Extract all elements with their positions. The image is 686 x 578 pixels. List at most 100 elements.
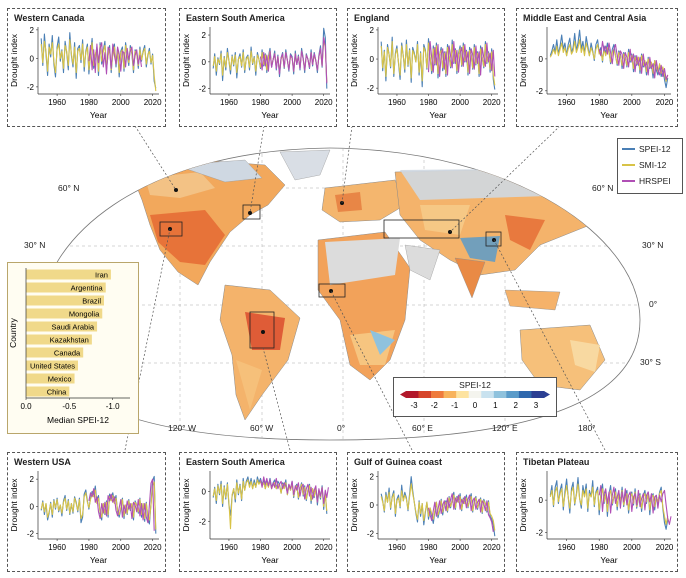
y-tick-label: -2: [199, 85, 207, 94]
legend-label: SPEI-12: [639, 144, 671, 154]
x-tick-label: 2020: [483, 98, 501, 107]
country-bar-label: Saudi Arabia: [52, 323, 95, 332]
x-tick-label: 2000: [112, 98, 130, 107]
country-bar-label: Mongolia: [69, 310, 100, 319]
y-tick-label: -2: [27, 83, 35, 92]
country-bar: [26, 334, 92, 345]
lat-label-left-60: 60° N: [58, 183, 80, 193]
country-median-chart: Iran Argentina Brazil Mongolia Saudi Arabia K…: [7, 262, 139, 434]
colorbar-arrow-low: [400, 391, 406, 398]
series-line-spei-12: [380, 36, 496, 90]
country-bar: [26, 347, 84, 358]
x-tick-label: 2000: [623, 98, 641, 107]
x-tick-label: 1980: [590, 98, 608, 107]
colorbar-cell: [418, 391, 432, 398]
y-tick-label: 2: [370, 26, 375, 35]
lon-label-120e: 120° E: [492, 423, 518, 433]
colorbar-cell: [443, 391, 457, 398]
y-tick-label: 0: [370, 501, 375, 510]
country-bar-label: Iran: [95, 271, 108, 280]
colorbar-cell: [468, 391, 482, 398]
series-line-hrspei: [88, 42, 143, 75]
x-axis-label: Year: [261, 110, 278, 120]
x-tick-label: 1960: [220, 98, 238, 107]
series-line-hrspei: [259, 476, 329, 505]
y-tick-label: -2: [536, 529, 544, 538]
colorbar-cell: [431, 391, 444, 398]
y-tick-label: 2: [370, 473, 375, 482]
country-bar: [26, 360, 78, 371]
lat-label-left-30: 30° N: [24, 240, 46, 250]
x-tick-label: 1960: [388, 543, 406, 552]
y-axis-label: Drought index: [181, 33, 191, 87]
x-tick-label: 2020: [656, 98, 674, 107]
colorbar-tick-label: -2: [431, 401, 439, 410]
y-axis-label: Drought index: [9, 478, 19, 532]
y-tick-label: 0: [370, 55, 375, 64]
series-line-hrspei: [427, 41, 496, 78]
y-axis-label: Drought index: [9, 33, 19, 87]
x-axis-label: Year: [90, 110, 107, 120]
y-tick-label: -2: [27, 530, 35, 539]
x-tick-label: 0.0: [20, 402, 32, 411]
lat-label-right-60: 60° N: [592, 183, 614, 193]
panel-tibetan-plateau: Tibetan Plateau 0 -2 1960 1980 2000 2020 Year D…: [516, 452, 678, 572]
country-bar: [26, 386, 70, 397]
country-bar-label: Kazakhstan: [50, 336, 89, 345]
panel-gulf-of-guinea: Gulf of Guinea coast 2 0 -2 1960 1980 2000 202…: [347, 452, 505, 572]
lon-label-180: 180°: [578, 423, 596, 433]
lon-label-120w: 120° W: [168, 423, 196, 433]
lon-label-0: 0°: [337, 423, 346, 433]
timeseries-chart: 2 0 -2 1960 1980 2000 2020 Year Drought index: [181, 27, 333, 120]
series-line-hrspei: [259, 37, 328, 84]
lat-label-right-0: 0°: [649, 299, 658, 309]
series-line-smi-12: [380, 483, 496, 531]
series-line-spei-12: [380, 476, 496, 537]
x-tick-label: 1960: [48, 98, 66, 107]
y-axis-label: Drought index: [181, 478, 191, 532]
x-tick-label: 1980: [80, 543, 98, 552]
colorbar-cell: [518, 391, 532, 398]
panel-england: England 2 0 -2 1960 1980 2000 2020 Year Drought …: [347, 8, 505, 127]
country-bar: [26, 308, 103, 319]
x-tick-label: 2000: [283, 98, 301, 107]
x-axis-label: Year: [429, 110, 446, 120]
x-tick-label: 1980: [252, 543, 270, 552]
lat-label-right-30: 30° N: [642, 240, 664, 250]
x-tick-label: 1980: [420, 98, 438, 107]
x-axis-label: Year: [600, 110, 617, 120]
y-axis-label: Drought index: [518, 478, 528, 532]
country-bar: [26, 282, 106, 293]
colorbar-arrow-high: [544, 391, 550, 398]
country-bar: [26, 269, 111, 280]
panel-title: England: [354, 13, 390, 23]
x-tick-label: 2000: [451, 543, 469, 552]
country-bar-label: Brazil: [82, 297, 101, 306]
x-tick-label: 1960: [220, 543, 238, 552]
y-tick-label: -2: [367, 529, 375, 538]
legend-label: HRSPEI: [639, 176, 671, 186]
x-tick-label: 2020: [483, 543, 501, 552]
colorbar-tick-label: 1: [493, 401, 498, 410]
x-axis-label: Year: [90, 555, 107, 565]
legend-swatch: [622, 164, 635, 166]
y-axis-label: Drought index: [349, 33, 359, 87]
x-tick-label: 2020: [144, 98, 162, 107]
x-tick-label: 1980: [252, 98, 270, 107]
timeseries-chart: 0 -2 1960 1980 2000 2020 Year Drought index: [518, 471, 674, 565]
x-axis-label: Year: [261, 555, 278, 565]
x-tick-label: 1980: [420, 543, 438, 552]
panel-title: Tibetan Plateau: [523, 457, 590, 467]
colorbar-title: SPEI-12: [459, 380, 491, 390]
x-axis-label: Year: [600, 555, 617, 565]
colorbar-tick-label: 3: [534, 401, 539, 410]
series-line-smi-12: [212, 479, 328, 530]
series-line-smi-12: [40, 481, 157, 530]
series-line-hrspei: [88, 478, 155, 531]
panel-title: Western USA: [14, 457, 71, 467]
x-tick-label: 2000: [283, 543, 301, 552]
x-tick-label: 1980: [590, 543, 608, 552]
country-bar: [26, 321, 98, 332]
panel-title: Western Canada: [14, 13, 85, 23]
